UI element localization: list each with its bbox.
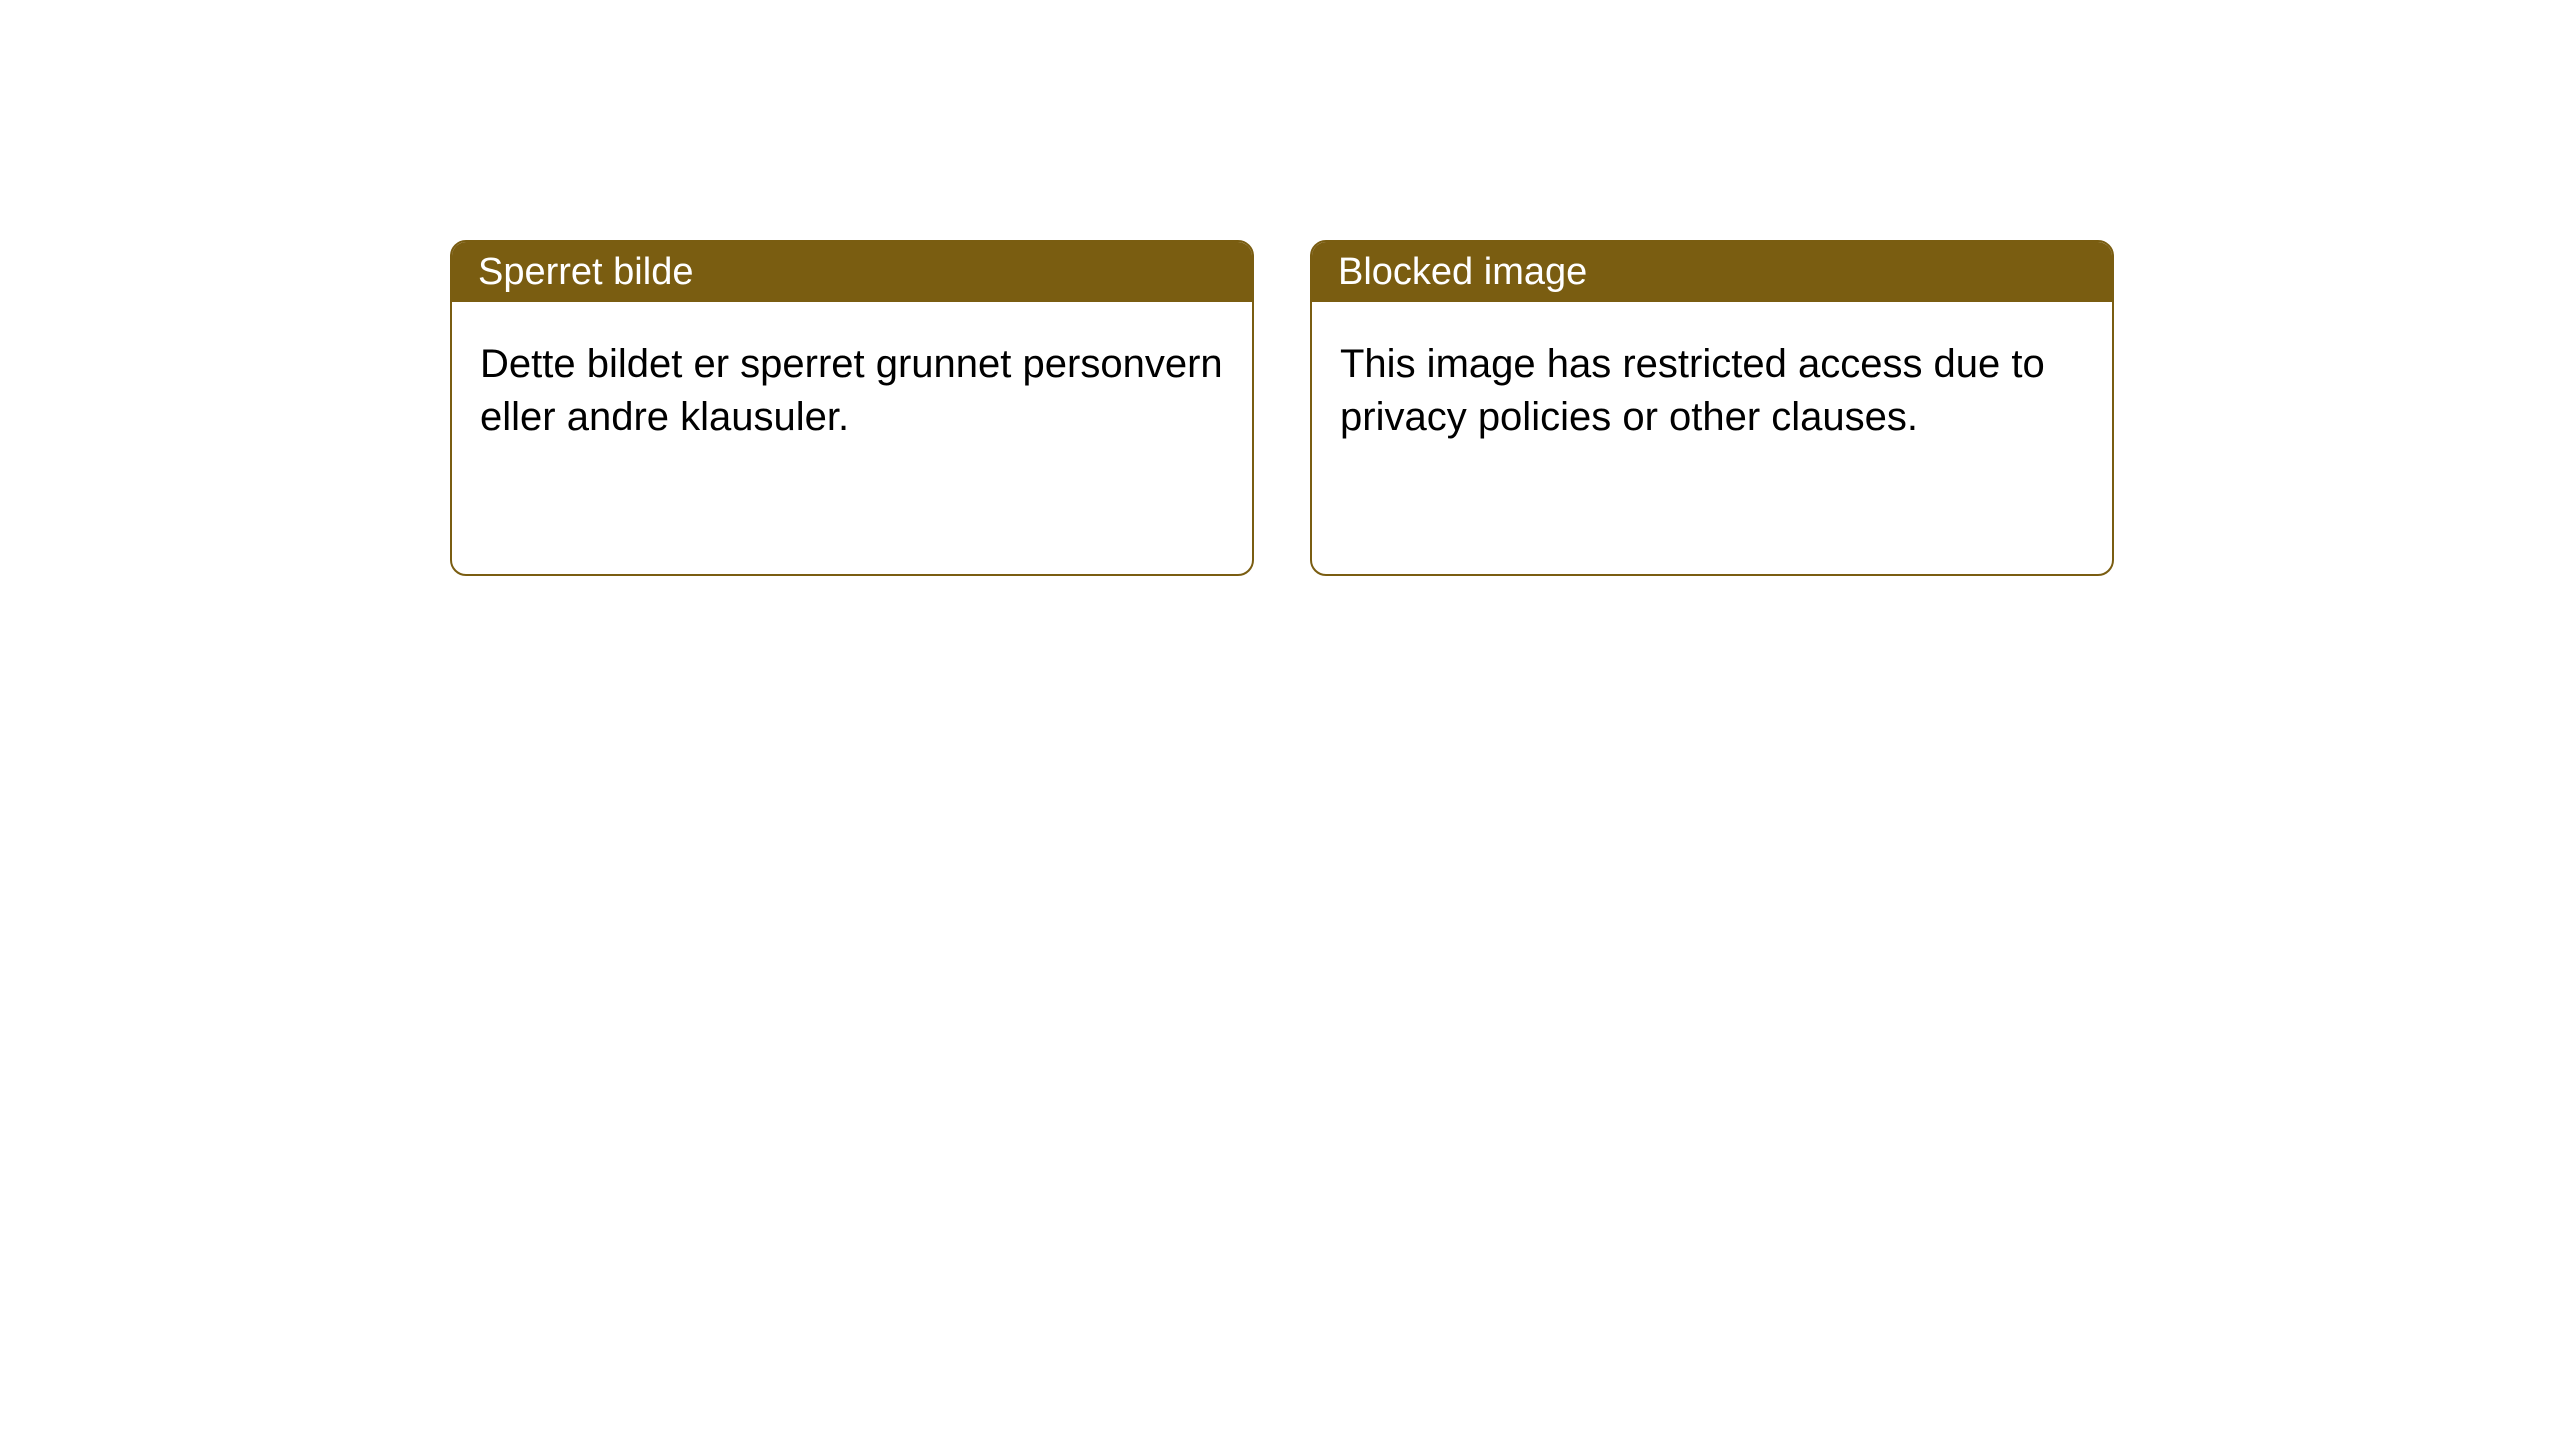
notice-header-en: Blocked image [1312, 242, 2112, 302]
notice-text-no: Dette bildet er sperret grunnet personve… [480, 342, 1223, 439]
notice-box-en: Blocked image This image has restricted … [1310, 240, 2114, 576]
notice-container: Sperret bilde Dette bildet er sperret gr… [0, 0, 2560, 576]
notice-text-en: This image has restricted access due to … [1340, 342, 2045, 439]
notice-body-en: This image has restricted access due to … [1312, 302, 2112, 480]
notice-header-no: Sperret bilde [452, 242, 1252, 302]
notice-title-no: Sperret bilde [478, 251, 693, 294]
notice-body-no: Dette bildet er sperret grunnet personve… [452, 302, 1252, 480]
notice-title-en: Blocked image [1338, 251, 1587, 294]
notice-box-no: Sperret bilde Dette bildet er sperret gr… [450, 240, 1254, 576]
